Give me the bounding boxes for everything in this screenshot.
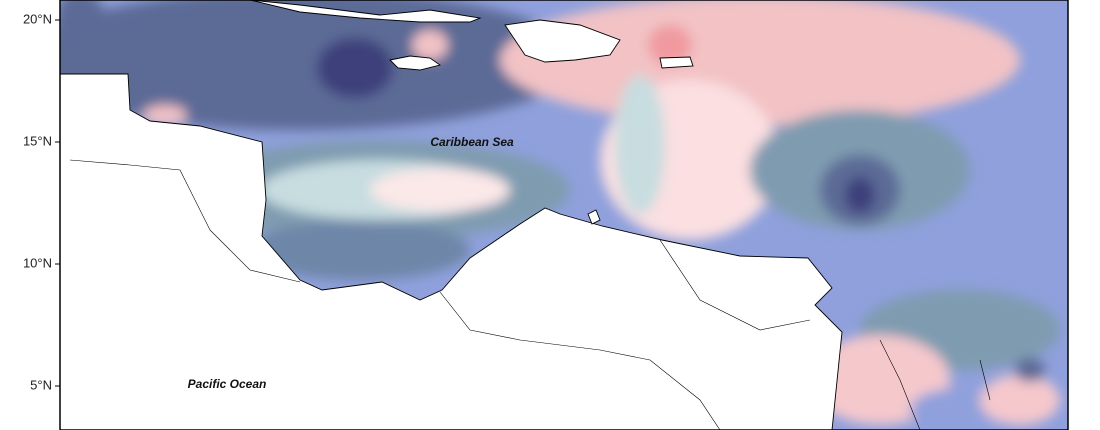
puerto-rico [659, 56, 694, 69]
lat-label: 20°N [23, 11, 52, 26]
borders [69, 159, 991, 430]
sea-label: Caribbean Sea [430, 135, 514, 149]
curacao [587, 209, 601, 225]
cuba [249, 0, 482, 23]
land [59, 73, 843, 430]
hispaniola [504, 19, 621, 63]
lat-label: 15°N [23, 133, 52, 148]
map-frame [59, 0, 1069, 430]
ocean-label: Pacific Ocean [188, 377, 267, 391]
lat-label: 5°N [30, 377, 52, 392]
jamaica [389, 55, 442, 71]
lat-label: 10°N [23, 255, 52, 270]
anomaly-field [60, 0, 1068, 430]
